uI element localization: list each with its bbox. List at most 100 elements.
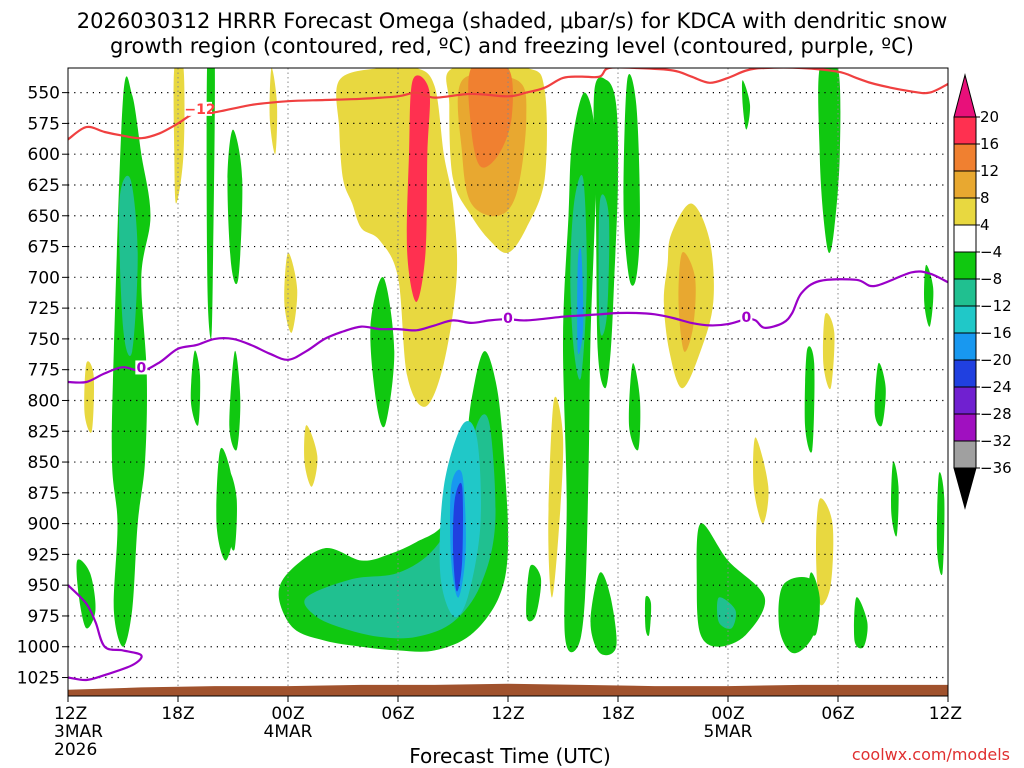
colorbar-bin-10 bbox=[953, 386, 977, 415]
x-tick-label-6: 00Z bbox=[711, 704, 744, 724]
omega-region-19 bbox=[227, 129, 243, 285]
contour-label-red-minus12: −12 bbox=[184, 102, 215, 118]
colorbar-bin-12 bbox=[953, 440, 977, 469]
y-tick-label-925: 925 bbox=[28, 545, 60, 565]
omega-region-13 bbox=[753, 437, 769, 524]
y-tick-label-575: 575 bbox=[28, 114, 60, 134]
colorbar-bin-3 bbox=[953, 197, 977, 226]
y-tick-label-625: 625 bbox=[28, 176, 60, 196]
omega-region-11 bbox=[304, 425, 318, 487]
y-tick-label-875: 875 bbox=[28, 484, 60, 504]
colorbar-bin-7 bbox=[953, 305, 977, 334]
colorbar-bottom-arrow bbox=[953, 467, 977, 510]
x-tick-label-2: 00Z bbox=[271, 704, 304, 724]
colorbar-label-6: −8 bbox=[980, 270, 1002, 288]
omega-region-51 bbox=[206, 68, 215, 339]
omega-region-32 bbox=[577, 247, 584, 355]
chart-title-line-1: 2026030312 HRRR Forecast Omega (shaded, … bbox=[77, 9, 948, 33]
omega-region-17 bbox=[119, 175, 138, 357]
omega-region-40 bbox=[716, 597, 737, 629]
omega-region-24 bbox=[370, 276, 395, 428]
omega-region-9 bbox=[284, 252, 298, 333]
contour-label-purple-0-2: 0 bbox=[741, 310, 751, 326]
colorbar-bin-0 bbox=[953, 116, 977, 145]
omega-region-5 bbox=[468, 68, 513, 168]
omega-region-36 bbox=[623, 74, 640, 286]
x-tick-date-2: 4MAR bbox=[264, 722, 313, 742]
contours: −12 0 0 0 bbox=[68, 68, 948, 682]
x-tick-year-0: 2026 bbox=[54, 740, 97, 760]
colorbar-bin-5 bbox=[953, 251, 977, 280]
contour-label-bg-red bbox=[188, 101, 212, 116]
x-tick-label-5: 18Z bbox=[601, 704, 634, 724]
omega-region-28 bbox=[452, 482, 463, 592]
colorbar-label-7: −12 bbox=[980, 297, 1012, 315]
colorbar-label-10: −24 bbox=[980, 378, 1012, 396]
contour-label-bg-purple-2 bbox=[740, 309, 753, 324]
y-tick-label-1025: 1025 bbox=[17, 669, 60, 689]
x-tick-label-4: 12Z bbox=[491, 704, 524, 724]
x-tick-label-8: 12Z bbox=[929, 704, 962, 724]
y-tick-label-700: 700 bbox=[28, 268, 60, 288]
y-tick-label-1000: 1000 bbox=[17, 638, 60, 658]
omega-region-12 bbox=[548, 396, 564, 598]
contour-purple-0-lower bbox=[68, 584, 143, 682]
omega-region-1 bbox=[269, 68, 278, 155]
colorbar-label-9: −20 bbox=[980, 351, 1012, 369]
y-tick-label-750: 750 bbox=[28, 330, 60, 350]
colorbar-bin-2 bbox=[953, 170, 977, 199]
y-tick-label-850: 850 bbox=[28, 453, 60, 473]
colorbar-bin-9 bbox=[953, 359, 977, 388]
y-tick-label-675: 675 bbox=[28, 238, 60, 258]
colorbar-bin-8 bbox=[953, 332, 977, 361]
colorbar-top-arrow bbox=[953, 73, 977, 118]
omega-region-35 bbox=[590, 572, 617, 656]
y-tick-label-600: 600 bbox=[28, 145, 60, 165]
colorbar-label-12: −32 bbox=[980, 432, 1012, 450]
x-tick-date-0: 3MAR bbox=[54, 722, 103, 742]
colorbar-label-4: 4 bbox=[980, 216, 990, 234]
y-tick-label-800: 800 bbox=[28, 391, 60, 411]
contour-label-purple-0-1: 0 bbox=[503, 311, 513, 327]
y-axis: 550 575 600 625 650 675 700 725 750 775 800 825 850 8… bbox=[17, 84, 68, 689]
contour-label-bg-purple-0 bbox=[135, 360, 148, 375]
chart-title-line-2: growth region (contoured, red, ºC) and f… bbox=[110, 34, 914, 58]
credit-text: coolwx.com/models bbox=[852, 745, 1010, 764]
x-tick-label-3: 06Z bbox=[381, 704, 414, 724]
colorbar-label-3: 8 bbox=[980, 189, 990, 207]
y-tick-label-550: 550 bbox=[28, 84, 60, 104]
colorbar-label-13: −36 bbox=[980, 459, 1012, 477]
x-tick-date-6: 5MAR bbox=[704, 722, 753, 742]
omega-region-45 bbox=[806, 572, 820, 636]
omega-region-52 bbox=[228, 473, 237, 551]
x-tick-label-1: 18Z bbox=[161, 704, 194, 724]
y-tick-label-775: 775 bbox=[28, 361, 60, 381]
omega-shading bbox=[76, 68, 945, 656]
colorbar-bin-1 bbox=[953, 143, 977, 172]
omega-region-15 bbox=[816, 498, 834, 606]
y-tick-label-650: 650 bbox=[28, 207, 60, 227]
omega-region-20 bbox=[229, 350, 241, 451]
omega-region-0 bbox=[173, 68, 185, 204]
plot-area: −12 0 0 0 bbox=[68, 68, 948, 696]
omega-region-48 bbox=[891, 461, 899, 537]
contour-red-minus12 bbox=[68, 68, 948, 141]
omega-region-43 bbox=[818, 68, 841, 253]
colorbar-label-5: −4 bbox=[980, 243, 1002, 261]
y-tick-label-975: 975 bbox=[28, 607, 60, 627]
x-tick-label-7: 06Z bbox=[821, 704, 854, 724]
y-tick-label-900: 900 bbox=[28, 515, 60, 535]
x-tick-label-0: 12Z bbox=[54, 704, 87, 724]
omega-region-6 bbox=[406, 75, 431, 302]
colorbar-bin-11 bbox=[953, 413, 977, 442]
terrain-ground bbox=[68, 683, 948, 696]
omega-region-38 bbox=[644, 595, 652, 637]
colorbar-label-11: −28 bbox=[980, 405, 1012, 423]
contour-label-bg-purple-1 bbox=[502, 311, 514, 326]
grid-lines bbox=[68, 68, 948, 696]
colorbar-bin-6 bbox=[953, 278, 977, 307]
colorbar-label-0: 20 bbox=[980, 108, 999, 126]
y-tick-label-950: 950 bbox=[28, 576, 60, 596]
contour-purple-0 bbox=[68, 270, 948, 384]
